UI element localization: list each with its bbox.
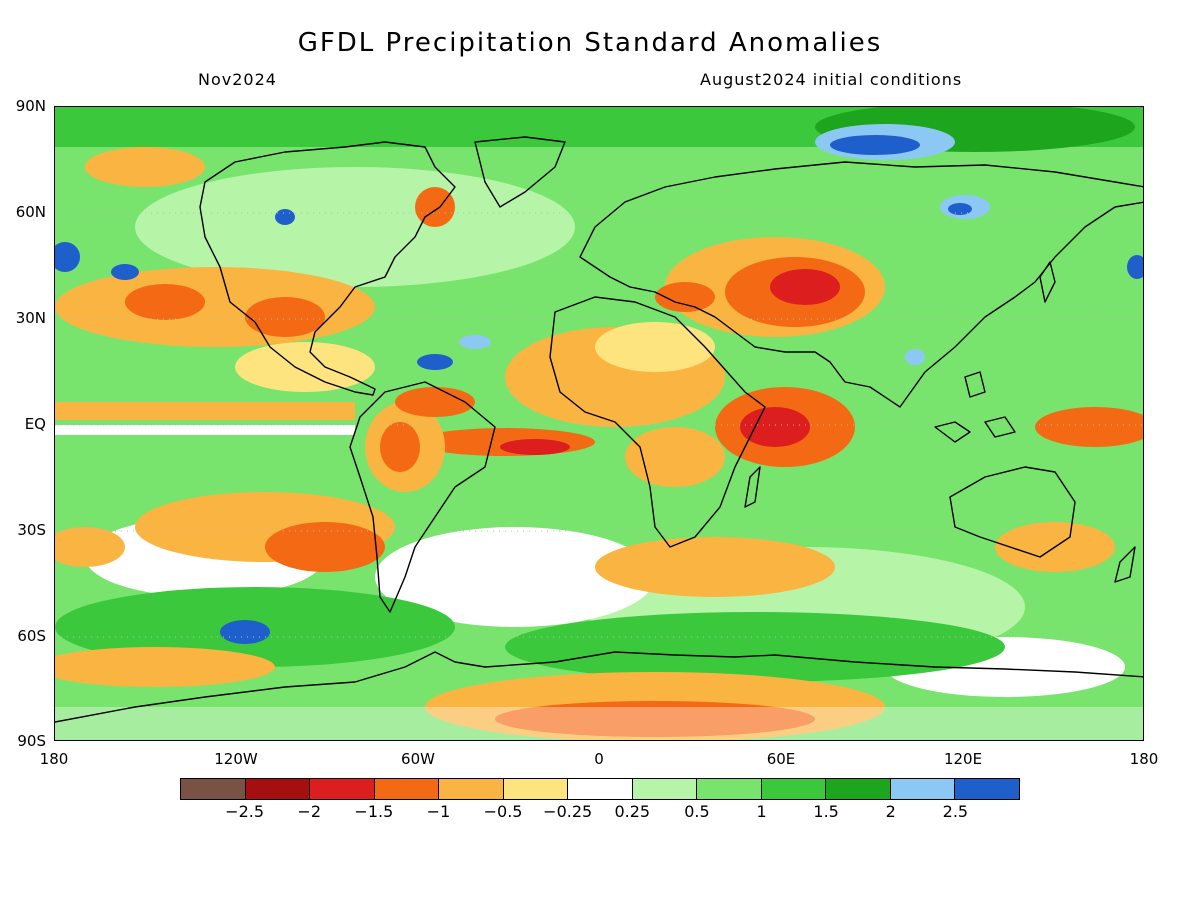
- colorbar: [180, 778, 1020, 800]
- colorbar-tick-label: 1.5: [813, 802, 839, 821]
- colorbar-tick-label: 1: [756, 802, 767, 821]
- colorbar-tick-label: 0.25: [614, 802, 651, 821]
- colorbar-swatch: [697, 779, 762, 799]
- lon-tick-label: 120W: [214, 750, 258, 768]
- lat-tick-label: 60S: [17, 627, 46, 645]
- lon-tick-label: 60E: [766, 750, 796, 768]
- colorbar-tick-label: −2.5: [225, 802, 265, 821]
- colorbar-swatch: [955, 779, 1019, 799]
- colorbar-swatch: [826, 779, 891, 799]
- lat-tick-label: 90S: [17, 732, 46, 750]
- colorbar-tick-label: 0.5: [684, 802, 710, 821]
- colorbar-swatch: [245, 779, 311, 799]
- lat-tick-label: 30S: [17, 521, 46, 539]
- colorbar-swatch: [503, 779, 569, 799]
- lon-tick-label: 60W: [401, 750, 435, 768]
- lon-tick-label: 180: [1129, 750, 1159, 768]
- precipitation-anomaly-map: [54, 106, 1144, 741]
- colorbar-tick-label: −0.25: [543, 802, 593, 821]
- colorbar-swatch: [890, 779, 956, 799]
- lon-tick-label: 120E: [943, 750, 983, 768]
- lat-tick-label: 60N: [15, 203, 46, 221]
- colorbar-tick-label: −1: [426, 802, 451, 821]
- colorbar-swatch: [439, 779, 504, 799]
- coastlines: [55, 136, 1143, 723]
- colorbar-swatch: [568, 779, 633, 799]
- lat-tick-label: 90N: [15, 97, 46, 115]
- colorbar-swatch: [761, 779, 827, 799]
- colorbar-tick-label: −1.5: [354, 802, 394, 821]
- map-title: GFDL Precipitation Standard Anomalies: [297, 28, 883, 58]
- colorbar-swatch: [374, 779, 440, 799]
- forecast-month-label: Nov2024: [198, 70, 277, 89]
- lat-tick-label: EQ: [24, 415, 46, 433]
- initial-conditions-label: August2024 initial conditions: [700, 70, 963, 89]
- colorbar-swatch: [632, 779, 698, 799]
- anomaly-field: [55, 107, 1143, 740]
- colorbar-tick-label: 2: [885, 802, 896, 821]
- colorbar-tick-label: 2.5: [942, 802, 969, 821]
- colorbar-tick-label: −0.5: [483, 802, 523, 821]
- colorbar-swatch: [181, 779, 246, 799]
- colorbar-tick-label: −2: [297, 802, 322, 821]
- colorbar-swatch: [310, 779, 375, 799]
- lat-tick-label: 30N: [15, 309, 46, 327]
- map-canvas: [55, 107, 1143, 740]
- lon-tick-label: 0: [594, 750, 604, 768]
- lon-tick-label: 180: [39, 750, 69, 768]
